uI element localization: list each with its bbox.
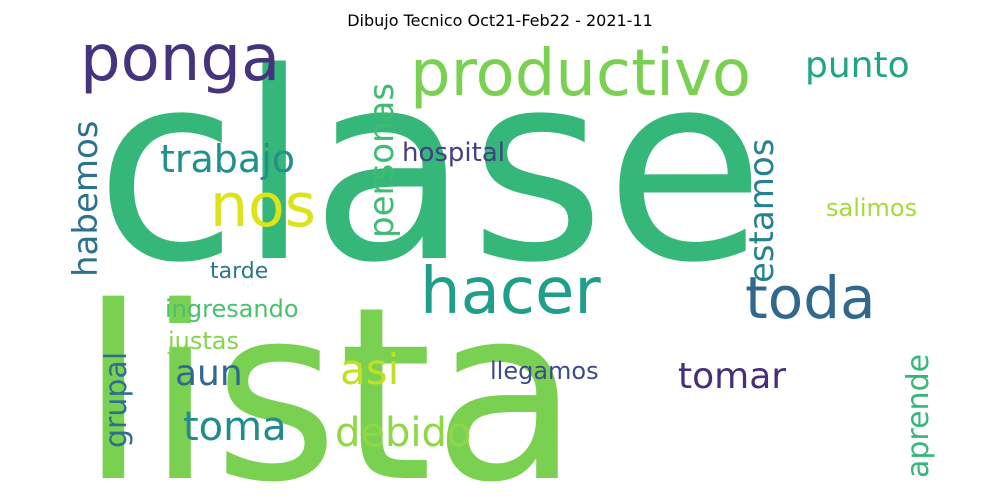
word-llegamos: llegamos (490, 357, 599, 385)
word-toda: toda (745, 264, 876, 332)
word-nos: nos (210, 171, 316, 241)
word-hacer: hacer (420, 255, 601, 329)
word-toma: toma (183, 404, 287, 450)
word-debido: debido (335, 410, 471, 456)
word-aun: aun (175, 353, 243, 394)
word-tarde: tarde (210, 259, 268, 284)
figure-title: Dibujo Tecnico Oct21-Feb22 - 2021-11 (347, 11, 653, 30)
word-asi: asi (340, 345, 399, 394)
word-clase: clase (95, 18, 765, 320)
word-ponga: ponga (80, 22, 280, 96)
word-trabajo: trabajo (160, 137, 295, 181)
word-salimos: salimos (826, 194, 917, 222)
word-grupal: grupal (99, 352, 134, 448)
word-tomar: tomar (678, 356, 786, 397)
word-productivo: productivo (410, 37, 751, 111)
word-aprende: aprende (901, 354, 936, 478)
word-justas: justas (167, 327, 239, 355)
word-lista: lista (80, 255, 580, 500)
word-estamos: estamos (742, 139, 782, 283)
word-punto: punto (805, 45, 910, 86)
word-personas: personas (362, 83, 402, 238)
word-habemos: habemos (66, 120, 106, 277)
word-ingresando: ingresando (165, 295, 299, 323)
word-hospital: hospital (402, 138, 505, 168)
